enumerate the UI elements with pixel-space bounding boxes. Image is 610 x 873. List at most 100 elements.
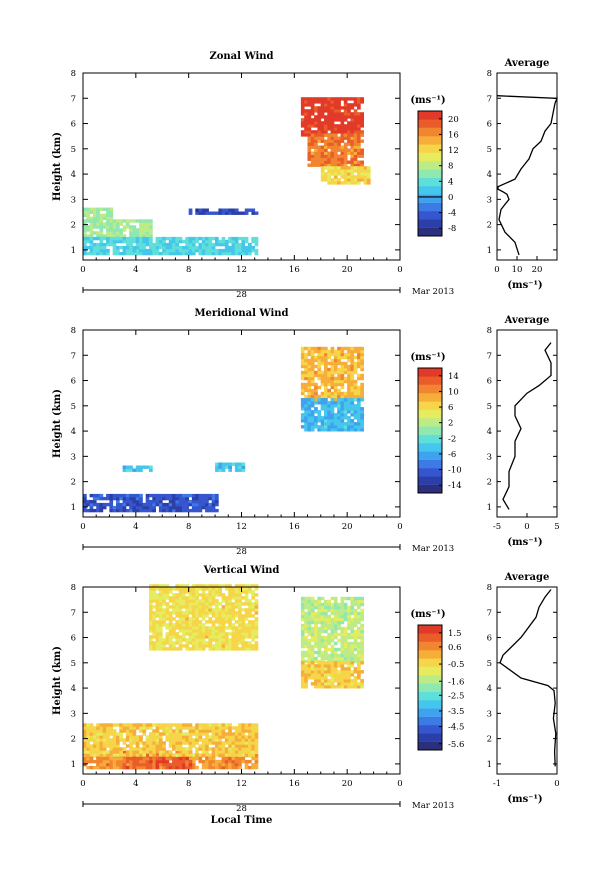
heatmap-cell	[360, 656, 364, 661]
heatmap-cell	[320, 103, 325, 107]
heatmap-cell	[119, 750, 123, 754]
heatmap-cell	[152, 759, 156, 764]
heatmap-cell	[228, 590, 232, 594]
heatmap-cell	[116, 228, 120, 232]
heatmap-cell	[324, 428, 328, 432]
heatmap-cell	[158, 629, 163, 633]
heatmap-cell	[333, 382, 338, 387]
heatmap-cell	[350, 428, 355, 432]
heatmap-cell	[188, 741, 193, 745]
heatmap-cell	[191, 608, 196, 612]
heatmap-cell	[218, 647, 222, 651]
heatmap-cell	[324, 620, 328, 625]
heatmap-cell	[109, 499, 114, 504]
heatmap-cell	[92, 753, 97, 757]
heatmap-cell	[165, 635, 170, 639]
heatmap-cell	[162, 644, 166, 648]
heatmap-cell	[337, 109, 341, 113]
y-tick-label: 2	[71, 478, 76, 488]
heatmap-cell	[225, 465, 229, 469]
colorbar-swatch	[418, 227, 442, 237]
heatmap-cell	[168, 735, 173, 739]
heatmap-cell	[337, 361, 341, 366]
heatmap-cell	[172, 599, 176, 603]
heatmap-cell	[337, 148, 341, 152]
heatmap-cell	[300, 112, 305, 116]
heatmap-cell	[353, 422, 358, 426]
heatmap-cell	[172, 735, 176, 739]
heatmap-cell	[307, 614, 312, 619]
heatmap-cell	[188, 735, 193, 739]
heatmap-cell	[244, 759, 249, 764]
heatmap-cell	[324, 685, 328, 689]
heatmap-cell	[145, 750, 150, 754]
heatmap-cell	[224, 248, 229, 253]
heatmap-cell	[340, 638, 345, 643]
heatmap-cell	[162, 502, 166, 507]
heatmap-cell	[244, 617, 249, 621]
heatmap-cell	[360, 629, 364, 634]
heatmap-cell	[149, 251, 153, 256]
heatmap-cell	[215, 741, 219, 745]
heatmap-cell	[182, 614, 186, 618]
heatmap-cell	[145, 759, 150, 764]
heatmap-cells	[83, 346, 364, 513]
heatmap-cell	[357, 599, 361, 604]
heatmap-cell	[307, 127, 312, 131]
heatmap-cell	[198, 726, 203, 730]
heatmap-cell	[357, 112, 361, 116]
heatmap-cell	[340, 401, 345, 405]
colorbar-label: -10	[448, 466, 462, 476]
heatmap-cell	[215, 765, 219, 770]
heatmap-cell	[320, 115, 325, 119]
heatmap-cell	[347, 172, 351, 176]
heatmap-cell	[152, 614, 156, 618]
heatmap-cell	[330, 410, 335, 414]
heatmap-cell	[317, 136, 322, 140]
heatmap-cell	[168, 641, 173, 645]
heatmap-cell	[360, 626, 364, 631]
heatmap-cell	[175, 620, 180, 624]
heatmap-cell	[244, 629, 249, 633]
heatmap-cell	[251, 236, 255, 241]
heatmap-cell	[300, 632, 305, 637]
heatmap-cell	[320, 154, 325, 158]
heatmap-cell	[106, 729, 110, 733]
heatmap-cell	[149, 623, 153, 627]
heatmap-cell	[83, 210, 87, 214]
heatmap-cell	[132, 496, 137, 501]
heatmap-cell	[116, 756, 120, 761]
heatmap-cell	[89, 756, 94, 761]
heatmap-cell	[234, 605, 239, 609]
heatmap-cell	[327, 620, 331, 625]
colorbar-frame	[417, 367, 443, 494]
heatmap-cell	[307, 112, 312, 116]
heatmap-cell	[135, 251, 140, 256]
heatmap-cell	[191, 239, 196, 244]
heatmap-cell	[175, 756, 180, 761]
heatmap-cell	[231, 617, 236, 621]
heatmap-cell	[158, 508, 163, 513]
heatmap-cell	[149, 741, 153, 745]
heatmap-cell	[158, 242, 163, 247]
heatmap-cell	[251, 208, 256, 212]
heatmap-cell	[317, 410, 322, 414]
heatmap-cell	[234, 638, 239, 642]
heatmap-cell	[234, 614, 239, 618]
heatmap-cell	[228, 596, 232, 600]
heatmap-cell	[320, 623, 325, 628]
heatmap-cell	[132, 228, 137, 232]
heatmap-cell	[320, 422, 325, 426]
heatmap-cell	[96, 765, 100, 770]
heatmap-cell	[175, 738, 180, 742]
heatmap-cell	[241, 239, 246, 244]
heatmap-cell	[218, 744, 222, 748]
heatmap-cell	[350, 608, 355, 613]
heatmap-cell	[125, 729, 130, 733]
heatmap-cell	[102, 732, 107, 736]
heatmap-cell	[149, 723, 153, 727]
heatmap-cell	[201, 593, 206, 597]
heatmap-cell	[158, 644, 163, 648]
heatmap-cell	[152, 738, 156, 742]
heatmap-cell	[327, 100, 331, 104]
